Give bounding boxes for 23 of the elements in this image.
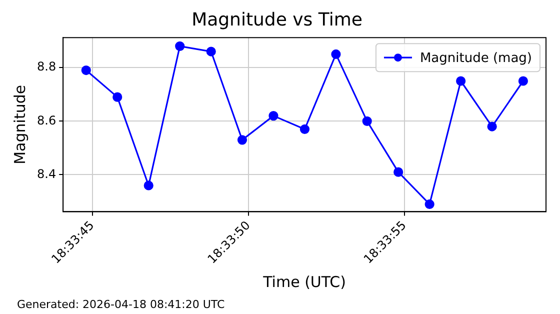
point [331,49,341,60]
point [206,46,216,56]
point [112,92,122,102]
point [81,65,91,76]
point [456,76,466,86]
chart-title: Magnitude vs Time [192,9,362,30]
text: Generated: 2026-04-18 08:41:20 UTC [17,298,226,311]
legend-label: Magnitude (mag) [420,50,532,66]
point [424,199,434,210]
point [394,167,404,177]
point [487,122,497,132]
x-axis-title: Time (UTC) [262,272,346,291]
y-axis-title: Magnitude [10,84,29,164]
point [268,111,278,121]
point [144,180,154,190]
y-tick-label: 8.6 [36,113,56,128]
point [362,116,372,126]
point [175,41,185,51]
point [300,124,310,134]
point [237,135,248,145]
y-tick-label: 8.4 [36,166,56,181]
point [518,76,528,86]
y-tick-label: 8.8 [36,60,56,74]
